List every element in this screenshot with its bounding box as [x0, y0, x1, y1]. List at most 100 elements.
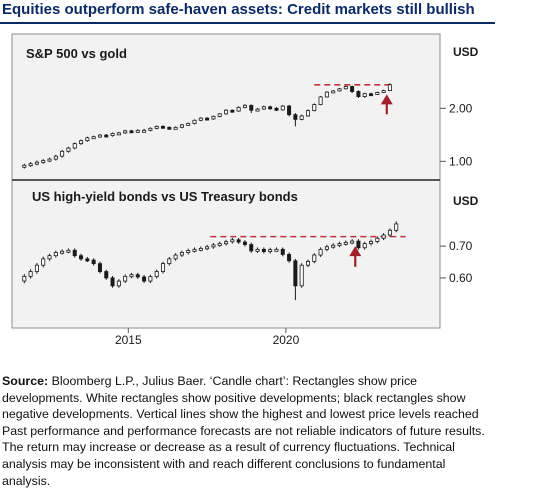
candle-body-down — [230, 109, 235, 113]
candle — [53, 154, 58, 161]
candle-body-up — [110, 133, 115, 136]
candle — [116, 279, 121, 288]
arrow-head — [349, 246, 362, 257]
candle-body-up — [179, 252, 184, 256]
candle-body-up — [186, 123, 191, 126]
candle-body-down — [91, 259, 96, 265]
candle-body-up — [53, 252, 58, 257]
candle-body-up — [160, 263, 165, 272]
candle — [362, 92, 367, 98]
candle-body-up — [47, 255, 52, 260]
candle-body-up — [47, 158, 52, 162]
unit-label: USD — [453, 194, 479, 208]
candle — [148, 127, 153, 132]
candle — [186, 122, 191, 126]
candle-body-up — [28, 163, 33, 167]
candle-body-up — [116, 280, 121, 287]
candle — [104, 133, 109, 138]
candle — [287, 104, 292, 117]
candle-body-down — [135, 274, 140, 278]
candle-body-up — [211, 115, 216, 120]
candle-body-up — [66, 249, 71, 253]
candle-body-up — [387, 84, 392, 92]
candle — [312, 103, 317, 112]
candle — [356, 239, 361, 250]
candle — [22, 274, 27, 284]
candle — [60, 149, 65, 158]
candle-body-up — [331, 244, 336, 248]
candle-body-down — [242, 241, 247, 245]
candle-body-down — [110, 277, 115, 287]
candle — [343, 240, 348, 246]
candle-body-up — [387, 229, 392, 236]
candle — [280, 104, 285, 111]
footnote: Source: Bloomberg L.P., Julius Baer. ‘Ca… — [2, 373, 496, 489]
candle-body-up — [381, 234, 386, 239]
y-axis: 0.60 0.70 — [440, 239, 473, 285]
candle-body-up — [91, 136, 96, 140]
candle-body-up — [60, 250, 65, 254]
candle-body-down — [160, 125, 165, 129]
candle — [154, 125, 159, 130]
candle-body-up — [72, 143, 77, 149]
candle-body-down — [205, 117, 210, 121]
resistance-annotation — [210, 235, 406, 267]
candle — [41, 159, 46, 164]
candle — [167, 126, 172, 130]
candle-body-down — [104, 271, 109, 279]
candle — [318, 247, 323, 257]
candle — [72, 248, 77, 258]
candle — [205, 117, 210, 121]
candle — [280, 247, 285, 257]
candle — [41, 256, 46, 268]
candle-body-down — [129, 130, 134, 134]
candle-body-up — [41, 160, 46, 163]
candle — [72, 142, 77, 150]
candle-body-up — [337, 88, 342, 92]
candle — [394, 221, 399, 233]
candle — [116, 131, 121, 136]
candle-body-up — [173, 254, 178, 260]
candle-body-down — [261, 248, 266, 252]
candle — [79, 139, 84, 145]
candle-body-up — [34, 161, 39, 165]
candle-body-up — [274, 248, 279, 252]
candle — [192, 119, 197, 125]
candle — [350, 85, 355, 94]
candle-body-up — [66, 147, 71, 152]
candle — [249, 104, 254, 114]
candle-body-up — [154, 125, 159, 129]
candle-body-down — [356, 91, 361, 98]
candle — [47, 253, 52, 261]
candle-body-down — [293, 114, 298, 120]
candle — [305, 109, 310, 117]
candle — [53, 250, 58, 258]
candle — [274, 107, 279, 112]
candle-body-up — [224, 109, 229, 115]
candle-body-up — [205, 246, 210, 250]
candle-body-up — [60, 150, 65, 157]
candle — [123, 274, 128, 283]
candle — [110, 132, 115, 137]
candle-body-up — [324, 246, 329, 250]
candle — [123, 129, 128, 134]
candle — [369, 92, 374, 97]
candle — [91, 135, 96, 140]
candle-body-down — [350, 86, 355, 92]
candle — [154, 269, 159, 279]
candle-body-up — [375, 237, 380, 242]
candle — [160, 125, 165, 129]
candle-body-down — [167, 126, 172, 130]
footnote-source-label: Source: — [2, 374, 49, 388]
panel-background — [12, 180, 440, 328]
candle — [255, 247, 260, 253]
candle-body-up — [318, 96, 323, 105]
y-tick-label: 1.00 — [449, 154, 473, 168]
panel-title: S&P 500 vs gold — [26, 46, 127, 61]
candle-body-up — [255, 248, 260, 252]
candle — [318, 95, 323, 106]
x-axis: 2015 2020 — [115, 328, 300, 347]
candle — [85, 136, 90, 142]
candle-body-down — [79, 255, 84, 260]
candle — [129, 272, 134, 279]
